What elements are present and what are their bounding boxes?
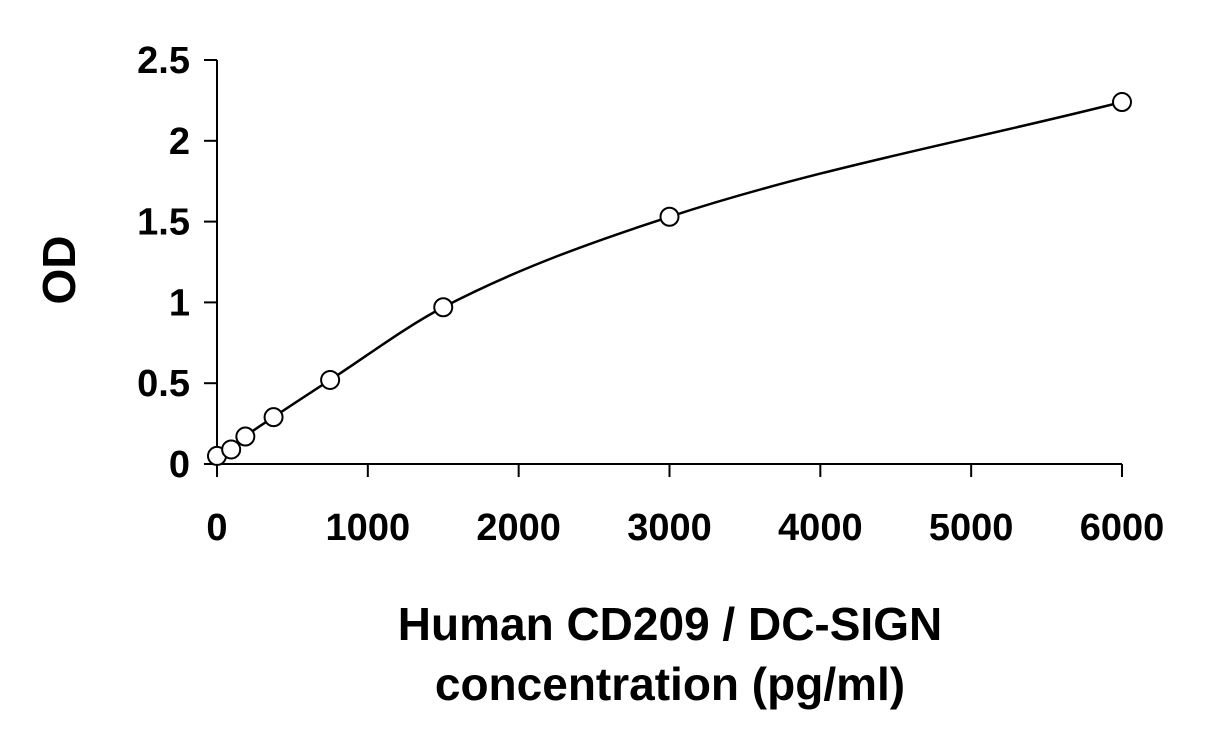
x-tick-label: 4000 xyxy=(778,507,863,549)
data-point xyxy=(221,439,242,460)
data-point xyxy=(433,297,454,318)
data-points xyxy=(207,92,1132,466)
data-point xyxy=(263,407,284,428)
fit-curve xyxy=(216,100,1123,458)
x-tick-label: 2000 xyxy=(476,507,561,549)
y-tick-label: 0.5 xyxy=(137,363,190,405)
x-tick-label: 3000 xyxy=(627,507,712,549)
y-axis-title: OD xyxy=(33,236,85,305)
x-tick-label: 1000 xyxy=(326,507,411,549)
x-axis-title-line-2: concentration (pg/ml) xyxy=(435,658,905,710)
x-ticks: 0 1000 2000 3000 4000 5000 6000 xyxy=(206,464,1164,549)
x-axis-title-line-1: Human CD209 / DC-SIGN xyxy=(398,598,942,650)
y-ticks: 0 0.5 1 1.5 2 2.5 xyxy=(137,40,217,486)
data-point xyxy=(1112,92,1132,113)
y-tick-label: 2.5 xyxy=(137,40,190,82)
y-tick-label: 1.5 xyxy=(137,202,190,244)
data-point xyxy=(235,426,256,447)
y-tick-label: 0 xyxy=(169,444,190,486)
y-tick-label: 2 xyxy=(169,121,190,163)
x-tick-label: 0 xyxy=(206,507,227,549)
x-tick-label: 5000 xyxy=(929,507,1014,549)
y-tick-label: 1 xyxy=(169,282,190,324)
data-point xyxy=(659,206,680,227)
data-point xyxy=(320,369,341,390)
axes xyxy=(216,60,1122,465)
x-tick-label: 6000 xyxy=(1080,507,1165,549)
